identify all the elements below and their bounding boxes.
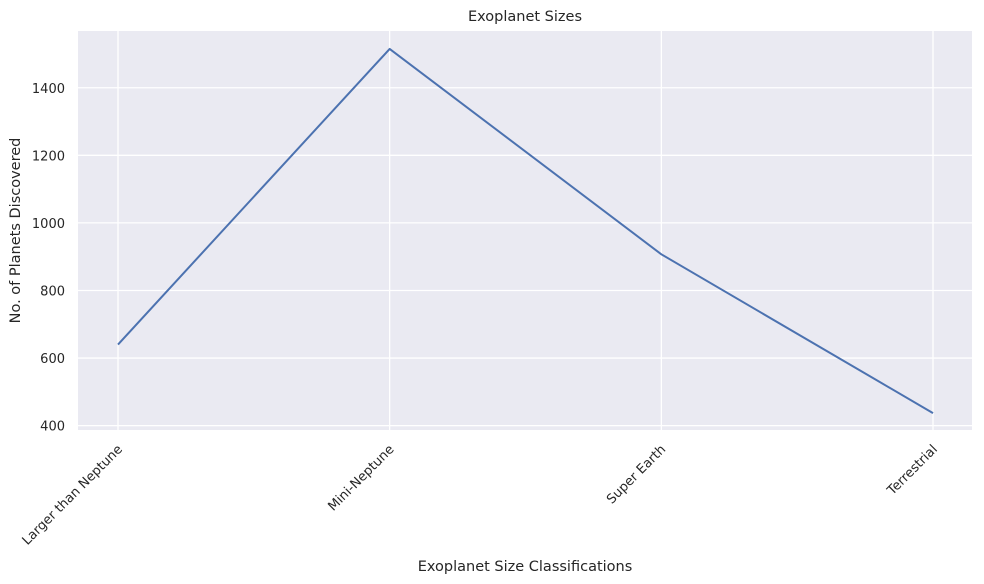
y-tick-label: 600 bbox=[40, 352, 65, 367]
x-tick-label: Terrestrial bbox=[884, 442, 941, 499]
y-tick-label: 800 bbox=[40, 284, 65, 299]
x-axis-ticks: Larger than Neptune Mini-Neptune Super Ear… bbox=[20, 442, 941, 548]
y-tick-label: 1400 bbox=[32, 82, 65, 97]
y-tick-label: 1200 bbox=[32, 149, 65, 164]
series-line bbox=[117, 47, 934, 414]
x-tick-label: Super Earth bbox=[604, 442, 669, 507]
y-axis-ticks: 400 600 800 1000 1200 1400 bbox=[32, 82, 65, 435]
chart-title: Exoplanet Sizes bbox=[468, 9, 582, 25]
x-tick-label: Larger than Neptune bbox=[20, 442, 126, 548]
y-axis-label: No. of Planets Discovered bbox=[8, 138, 24, 324]
x-tick-label: Mini-Neptune bbox=[325, 442, 397, 514]
plot-area bbox=[78, 31, 972, 430]
y-tick-label: 1000 bbox=[32, 217, 65, 232]
x-axis-label: Exoplanet Size Classifications bbox=[418, 559, 633, 575]
series-layer bbox=[117, 47, 934, 414]
y-tick-label: 400 bbox=[40, 420, 65, 435]
grid bbox=[78, 31, 972, 430]
